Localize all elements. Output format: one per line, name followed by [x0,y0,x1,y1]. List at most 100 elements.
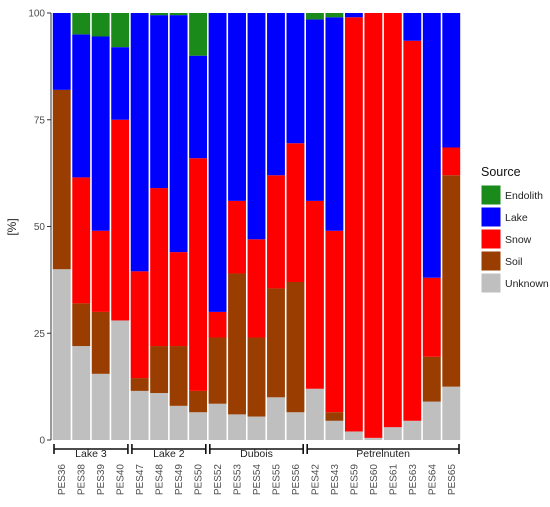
group-label: Lake 3 [75,448,107,460]
x-tick-label: PES60 [369,464,380,496]
bar-segment-snow-pes43 [325,230,344,413]
bar-segment-lake-pes53 [228,13,246,201]
legend-label-endolith: Endolith [505,190,543,202]
group-label: Dubois [240,448,273,460]
bar-segment-endolith-pes43 [325,13,344,18]
x-tick-label: PES49 [174,464,185,496]
x-tick-label: PES56 [291,464,302,496]
bar-segment-soil-pes47 [130,378,149,391]
bar-segment-endolith-pes42 [305,13,324,20]
x-tick-label: PES43 [330,464,341,496]
bar-segment-soil-pes43 [325,412,344,421]
bar-segment-lake-pes48 [150,15,169,189]
bar-segment-lake-pes47 [130,13,149,272]
x-tick-label: PES50 [194,464,205,496]
bar-segment-snow-pes63 [403,40,422,421]
x-tick-label: PES48 [155,464,166,496]
bar-segment-snow-pes42 [305,200,324,389]
bar-segment-unknown-pes50 [189,412,208,440]
bar-segment-snow-pes52 [208,311,227,338]
bar-segment-endolith-pes50 [189,13,208,56]
legend-swatch-snow [480,228,502,250]
bar-segment-lake-pes52 [208,13,227,312]
bar-segment-soil-pes64 [422,356,441,402]
x-tick-label: PES55 [271,464,282,496]
bar-segment-lake-pes63 [403,13,422,41]
bar-segment-unknown-pes56 [286,412,305,440]
bar-segment-unknown-pes38 [72,346,91,440]
bar-segment-lake-pes65 [442,13,461,148]
bar-segment-unknown-pes63 [403,420,422,440]
x-tick-label: PES47 [135,464,146,496]
bar-segment-unknown-pes47 [130,390,149,440]
bar-segment-snow-pes61 [383,13,402,428]
legend-label-soil: Soil [505,256,523,268]
x-tick-label: PES54 [252,464,263,496]
x-tick-label: PES40 [116,464,127,496]
bar-segment-snow-pes64 [422,277,441,357]
y-tick-label: 100 [28,9,45,20]
bar-segment-lake-pes55 [267,13,285,176]
bar-segment-unknown-pes53 [228,414,246,440]
bar-segment-lake-pes36 [52,13,71,90]
x-tick-label: PES52 [213,464,224,496]
bar-segment-lake-pes39 [91,36,110,231]
bar-segment-lake-pes49 [169,15,188,253]
bar-segment-unknown-pes36 [52,269,71,440]
x-tick-label: PES53 [233,464,244,496]
legend-label-lake: Lake [505,212,528,224]
x-tick-label: PES61 [388,464,399,496]
bar-segment-snow-pes49 [169,252,188,347]
bar-segment-snow-pes60 [364,13,383,438]
x-tick-label: PES63 [408,464,419,496]
y-tick-label: 25 [34,329,46,340]
y-tick-label: 0 [39,436,45,447]
bar-segment-unknown-pes52 [208,403,227,440]
bar-segment-soil-pes50 [189,390,208,413]
legend-title: Source [481,165,521,179]
bar-segment-lake-pes59 [344,13,363,18]
bar-segment-soil-pes52 [208,337,227,404]
legend: Source Endolith Lake Snow Soil Unknown [480,165,549,294]
x-tick-label: PES38 [77,464,88,496]
x-tick-label: PES36 [57,464,68,496]
bar-segment-soil-pes55 [267,288,285,398]
x-axis: PES36 PES38 PES39 PES40 PES47 PES48 PES49 PES50… [57,464,458,496]
bar-segment-endolith-pes38 [72,13,91,35]
bar-segment-snow-pes65 [442,147,461,176]
x-tick-label: PES64 [427,464,438,496]
bar-segment-unknown-pes49 [169,405,188,440]
bar-segment-soil-pes36 [52,89,71,270]
bar-segment-unknown-pes64 [422,401,441,440]
bar-segment-unknown-pes39 [91,373,110,440]
bar-segment-soil-pes54 [247,337,266,417]
bar-segment-unknown-pes42 [305,388,324,440]
bar-segment-soil-pes48 [150,346,169,394]
bar-segment-snow-pes47 [130,271,149,379]
bar-segment-lake-pes42 [305,19,324,201]
group-label: Lake 2 [153,448,185,460]
x-tick-label: PES39 [96,464,107,496]
bar-segment-soil-pes65 [442,175,461,387]
bar-segment-endolith-pes39 [91,13,110,37]
bar-segment-snow-pes39 [91,230,110,312]
bar-segment-snow-pes56 [286,143,305,283]
bar-segment-unknown-pes60 [364,437,383,440]
bar-segment-unknown-pes55 [267,397,285,440]
x-tick-label: PES59 [349,464,360,496]
bar-segment-snow-pes54 [247,239,266,338]
bar-segment-soil-pes53 [228,273,246,415]
legend-swatch-endolith [480,184,502,206]
bar-segment-lake-pes54 [247,13,266,240]
y-axis: 0 25 50 75 100 [28,9,52,447]
bar-segment-unknown-pes61 [383,427,402,440]
bar-segment-snow-pes55 [267,175,285,289]
bar-segment-lake-pes64 [422,13,441,278]
bar-segment-endolith-pes49 [169,13,188,16]
legend-label-unknown: Unknown [505,278,549,290]
bar-segment-soil-pes38 [72,303,91,347]
bar-segment-unknown-pes54 [247,416,266,440]
bar-segment-snow-pes50 [189,158,208,391]
